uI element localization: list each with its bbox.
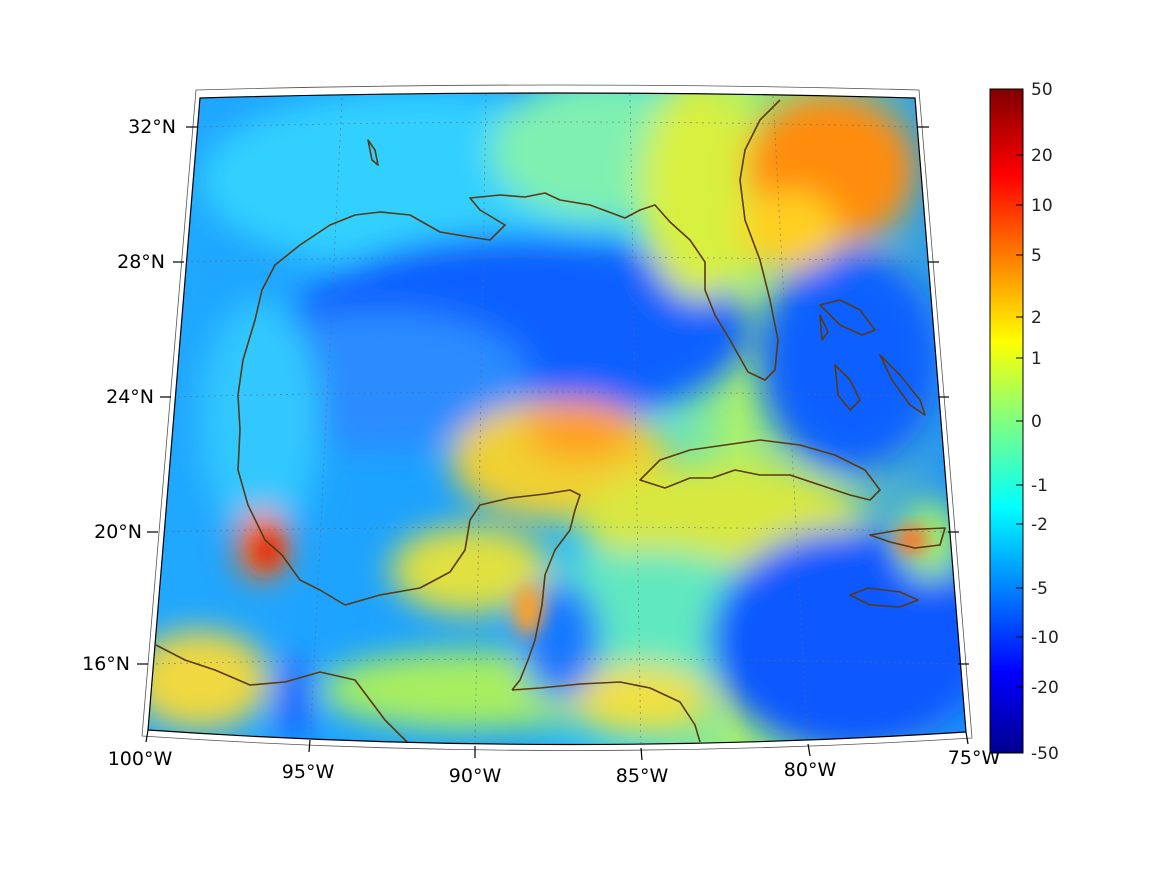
- lat-label-28n: 28°N: [117, 251, 165, 273]
- map-field: [148, 93, 966, 745]
- map-frame: [147, 92, 967, 746]
- colorbar-label-neg2: -2: [1031, 515, 1048, 535]
- colorbar-label-1: 1: [1031, 349, 1042, 369]
- frame-ticks: [137, 126, 969, 761]
- lat-label-20n: 20°N: [94, 521, 142, 543]
- colorbar-label-50: 50: [1031, 80, 1053, 100]
- colorbar-label-2: 2: [1031, 308, 1042, 328]
- colorbar-label-10: 10: [1031, 196, 1053, 216]
- lat-label-24n: 24°N: [106, 386, 154, 408]
- colorbar-label-5: 5: [1031, 246, 1042, 266]
- colorbar-label-neg5: -5: [1031, 579, 1048, 599]
- colorbar-label-20: 20: [1031, 146, 1053, 166]
- map-frame-outer: [141, 84, 973, 751]
- lon-label-95w: 95°W: [282, 761, 335, 783]
- lon-label-90w: 90°W: [449, 765, 502, 787]
- lon-label-100w: 100°W: [108, 748, 173, 770]
- colorbar-label-neg1: -1: [1031, 476, 1048, 496]
- colorbar-label-neg50: -50: [1031, 744, 1059, 764]
- lat-label-32n: 32°N: [128, 116, 176, 138]
- lat-label-16n: 16°N: [82, 653, 130, 675]
- colorbar: 50 20 10 5 2 1 0 -1 -2 -5 -10 -20 -50: [989, 80, 1059, 764]
- coastlines: [155, 99, 946, 745]
- lon-label-80w: 80°W: [784, 759, 837, 781]
- colorbar-label-0: 0: [1031, 412, 1042, 432]
- lon-label-75w: 75°W: [948, 747, 1001, 769]
- graticule: [149, 93, 959, 745]
- colorbar-label-neg20: -20: [1031, 678, 1059, 698]
- colorbar-ticks: [1016, 88, 1023, 754]
- lon-label-85w: 85°W: [616, 765, 669, 787]
- colorbar-label-neg10: -10: [1031, 628, 1059, 648]
